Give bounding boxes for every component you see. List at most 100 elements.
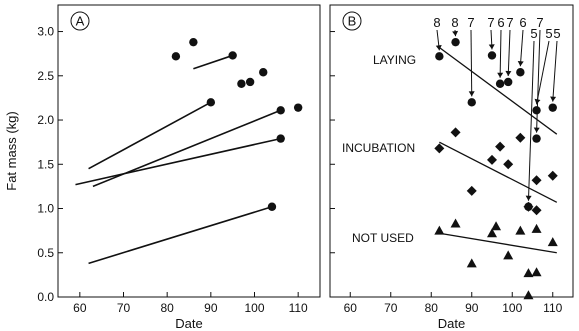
annotation-label: 8 xyxy=(433,15,440,30)
data-point xyxy=(523,268,534,278)
data-point xyxy=(515,225,526,235)
data-point xyxy=(237,79,246,88)
panel-letter: B xyxy=(348,14,357,29)
data-point xyxy=(467,98,476,107)
plot-frame xyxy=(329,4,574,298)
data-point xyxy=(495,141,506,152)
data-point xyxy=(434,143,445,154)
x-tick-label: 90 xyxy=(465,301,479,315)
annotation-arrowhead xyxy=(533,127,540,133)
data-point xyxy=(531,267,542,277)
trajectory-line xyxy=(75,137,281,186)
data-point xyxy=(504,77,513,87)
data-point xyxy=(547,237,558,247)
data-point xyxy=(531,175,542,186)
data-point xyxy=(450,127,461,138)
annotation-arrowhead xyxy=(488,44,495,50)
data-point xyxy=(548,103,557,112)
data-point xyxy=(487,228,497,238)
annotation-arrowhead xyxy=(525,195,532,201)
x-axis-label: Date xyxy=(438,316,465,331)
x-tick-label: 80 xyxy=(425,301,439,315)
data-point xyxy=(523,290,534,300)
annotation-arrowhead xyxy=(497,72,504,78)
panel-letter-circle xyxy=(342,11,362,31)
x-tick-label: 80 xyxy=(160,301,174,315)
annotation-label: 5 xyxy=(530,26,537,41)
data-point xyxy=(487,51,497,60)
annotation-arrow xyxy=(499,29,502,78)
annotation-label: 7 xyxy=(536,15,543,30)
x-tick-label: 70 xyxy=(117,301,131,315)
annotation-label: 5 xyxy=(545,26,552,41)
data-point xyxy=(516,68,525,77)
data-point xyxy=(547,170,558,181)
group-label: NOT USED xyxy=(352,231,414,245)
data-point xyxy=(515,132,526,143)
data-point xyxy=(503,159,514,170)
annotation-arrowhead xyxy=(435,45,442,51)
data-point xyxy=(434,225,445,235)
data-point xyxy=(532,106,541,115)
annotation-label: 8 xyxy=(451,15,458,30)
data-point xyxy=(503,250,514,260)
x-tick-label: 90 xyxy=(204,301,218,315)
y-tick-label: 3.0 xyxy=(37,25,54,39)
x-tick-label: 100 xyxy=(244,301,264,315)
data-point xyxy=(451,37,460,47)
trend-line xyxy=(439,232,557,254)
annotation-arrowhead xyxy=(468,91,475,97)
annotation-arrow xyxy=(470,29,473,97)
annotation-arrowhead xyxy=(517,61,524,67)
data-point xyxy=(293,103,303,112)
data-point xyxy=(276,134,285,143)
data-point xyxy=(466,185,477,196)
x-tick-label: 100 xyxy=(502,301,522,315)
data-point xyxy=(259,68,268,77)
annotation-arrow xyxy=(552,40,558,102)
y-tick-label: 2.0 xyxy=(37,113,54,127)
y-tick-label: 0.0 xyxy=(37,290,54,304)
x-tick-label: 110 xyxy=(289,301,308,315)
data-point xyxy=(171,52,181,61)
annotation-label: 6 xyxy=(519,15,526,30)
group-label: INCUBATION xyxy=(342,141,415,155)
trajectory-line xyxy=(88,101,212,170)
x-tick-label: 60 xyxy=(344,301,358,315)
y-axis-label: Fat mass (kg) xyxy=(4,111,19,190)
data-point xyxy=(487,154,497,165)
trajectory-line xyxy=(193,54,233,70)
x-axis-label: Date xyxy=(175,316,202,331)
x-tick-label: 70 xyxy=(384,301,398,315)
annotation-arrow xyxy=(527,40,535,201)
plot-frame xyxy=(57,4,321,298)
annotation-label: 7 xyxy=(506,15,513,30)
data-point xyxy=(189,37,198,47)
data-point xyxy=(206,98,216,107)
annotation-arrow xyxy=(519,29,524,67)
annotation-arrow xyxy=(507,29,511,77)
data-point xyxy=(531,223,542,233)
data-point xyxy=(228,51,237,60)
annotation-arrowhead xyxy=(534,98,541,105)
y-tick-label: 2.5 xyxy=(37,69,54,83)
panel-a: 60 70 80 90 100 110 0.0 0.5 1.0 1.5 2.0 2.5 3.0 Date A… xyxy=(4,4,321,331)
annotation-label: 7 xyxy=(487,15,494,30)
annotation-arrow xyxy=(536,40,550,105)
annotation-label: 7 xyxy=(467,15,474,30)
data-point xyxy=(495,79,505,88)
data-point xyxy=(245,77,255,87)
panel-letter-circle xyxy=(70,11,90,31)
trend-line xyxy=(439,141,558,203)
data-point xyxy=(491,221,502,231)
data-point xyxy=(435,52,444,61)
y-tick-label: 1.5 xyxy=(37,157,54,171)
x-tick-label: 60 xyxy=(73,301,87,315)
data-point xyxy=(523,201,534,212)
trajectory-line xyxy=(88,205,273,265)
annotation-arrow xyxy=(536,29,541,133)
y-tick-label: 0.5 xyxy=(37,246,54,260)
panel-letter: A xyxy=(76,14,85,29)
data-point xyxy=(466,258,477,268)
